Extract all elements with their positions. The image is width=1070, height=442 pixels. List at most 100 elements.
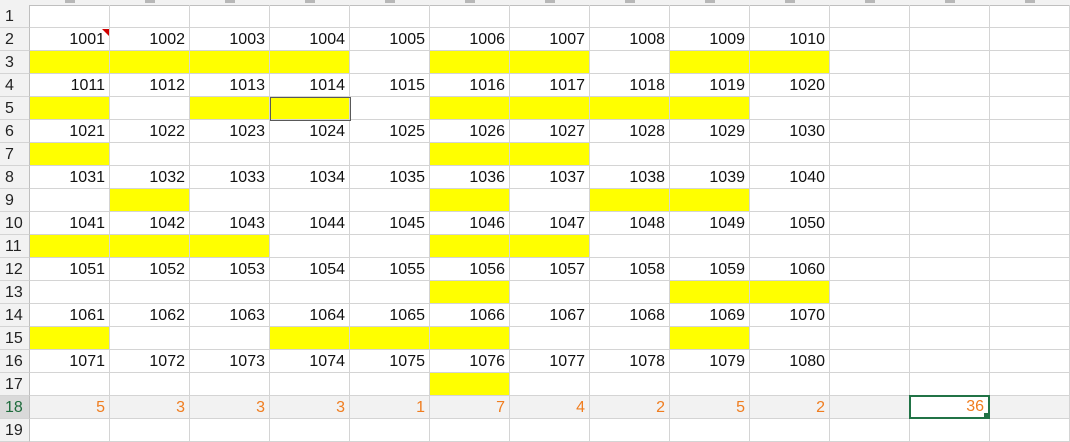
cell[interactable]: [910, 74, 990, 97]
number-cell[interactable]: 1032: [110, 166, 190, 189]
marker-cell[interactable]: [430, 373, 510, 396]
number-cell[interactable]: 1048: [590, 212, 670, 235]
number-cell[interactable]: 1056: [430, 258, 510, 281]
marker-cell[interactable]: [110, 235, 190, 258]
marker-cell[interactable]: [30, 327, 110, 350]
number-cell[interactable]: 1033: [190, 166, 270, 189]
number-cell[interactable]: 1009: [670, 28, 750, 51]
number-cell[interactable]: 1044: [270, 212, 350, 235]
cell[interactable]: [670, 5, 750, 28]
row-header[interactable]: 3: [0, 51, 30, 74]
marker-cell[interactable]: [430, 97, 510, 120]
marker-cell[interactable]: [270, 235, 350, 258]
number-cell[interactable]: 1078: [590, 350, 670, 373]
marker-cell[interactable]: [590, 189, 670, 212]
marker-cell[interactable]: [670, 189, 750, 212]
number-cell[interactable]: 1058: [590, 258, 670, 281]
marker-cell[interactable]: [190, 97, 270, 120]
cell[interactable]: [990, 258, 1070, 281]
number-cell[interactable]: 1035: [350, 166, 430, 189]
marker-cell[interactable]: [30, 235, 110, 258]
cell[interactable]: [830, 350, 910, 373]
column-header-fragment[interactable]: [225, 0, 235, 3]
marker-cell[interactable]: [590, 97, 670, 120]
row-header[interactable]: 1: [0, 5, 30, 28]
cell[interactable]: [910, 143, 990, 166]
cell[interactable]: [990, 373, 1070, 396]
row-header[interactable]: 18: [0, 396, 30, 419]
cell[interactable]: [910, 120, 990, 143]
number-cell[interactable]: 1063: [190, 304, 270, 327]
marker-cell[interactable]: [270, 373, 350, 396]
number-cell[interactable]: 1008: [590, 28, 670, 51]
marker-cell[interactable]: [190, 51, 270, 74]
column-header-fragment[interactable]: [785, 0, 795, 3]
number-cell[interactable]: 1017: [510, 74, 590, 97]
cell[interactable]: [270, 419, 350, 442]
row-header[interactable]: 8: [0, 166, 30, 189]
number-cell[interactable]: 1040: [750, 166, 830, 189]
number-cell[interactable]: 1022: [110, 120, 190, 143]
cell[interactable]: [350, 419, 430, 442]
number-cell[interactable]: 1016: [430, 74, 510, 97]
marker-cell[interactable]: [110, 373, 190, 396]
row-header[interactable]: 17: [0, 373, 30, 396]
number-cell[interactable]: 1014: [270, 74, 350, 97]
column-header-fragment[interactable]: [465, 0, 475, 3]
number-cell[interactable]: 1007: [510, 28, 590, 51]
count-cell[interactable]: 3: [190, 396, 270, 419]
marker-cell[interactable]: [190, 373, 270, 396]
marker-cell[interactable]: [750, 51, 830, 74]
marker-cell[interactable]: [190, 327, 270, 350]
marker-cell[interactable]: [510, 373, 590, 396]
row-header[interactable]: 7: [0, 143, 30, 166]
cell[interactable]: [910, 373, 990, 396]
count-cell[interactable]: 1: [350, 396, 430, 419]
cell[interactable]: [830, 28, 910, 51]
count-cell[interactable]: 4: [510, 396, 590, 419]
row-header[interactable]: 16: [0, 350, 30, 373]
cell[interactable]: [830, 327, 910, 350]
number-cell[interactable]: 1053: [190, 258, 270, 281]
number-cell[interactable]: 1027: [510, 120, 590, 143]
cell[interactable]: [110, 5, 190, 28]
column-header-fragment[interactable]: [65, 0, 75, 3]
cell[interactable]: [910, 51, 990, 74]
number-cell[interactable]: 1065: [350, 304, 430, 327]
number-cell[interactable]: 1068: [590, 304, 670, 327]
number-cell[interactable]: 1061: [30, 304, 110, 327]
marker-cell[interactable]: [590, 51, 670, 74]
row-header[interactable]: 6: [0, 120, 30, 143]
cell[interactable]: [990, 419, 1070, 442]
count-cell[interactable]: 5: [670, 396, 750, 419]
marker-cell[interactable]: [750, 97, 830, 120]
marker-cell[interactable]: [350, 235, 430, 258]
cell[interactable]: [910, 235, 990, 258]
column-header-fragment[interactable]: [865, 0, 875, 3]
cell[interactable]: [830, 281, 910, 304]
cell[interactable]: [30, 5, 110, 28]
marker-cell[interactable]: [750, 143, 830, 166]
fill-handle[interactable]: [983, 412, 988, 417]
marker-cell[interactable]: [670, 235, 750, 258]
marker-cell[interactable]: [350, 327, 430, 350]
cell[interactable]: [830, 212, 910, 235]
cell[interactable]: [830, 304, 910, 327]
cell[interactable]: [190, 419, 270, 442]
cell[interactable]: [830, 396, 910, 419]
number-cell[interactable]: 1034: [270, 166, 350, 189]
comment-indicator-icon[interactable]: [102, 29, 109, 36]
number-cell[interactable]: 1037: [510, 166, 590, 189]
marker-cell[interactable]: [270, 143, 350, 166]
cell[interactable]: [510, 419, 590, 442]
number-cell[interactable]: 1076: [430, 350, 510, 373]
cell[interactable]: [430, 5, 510, 28]
row-header[interactable]: 12: [0, 258, 30, 281]
marker-cell[interactable]: [510, 281, 590, 304]
number-cell[interactable]: 1003: [190, 28, 270, 51]
cell[interactable]: [910, 419, 990, 442]
marker-cell[interactable]: [670, 51, 750, 74]
cell[interactable]: [590, 419, 670, 442]
number-cell[interactable]: 1070: [750, 304, 830, 327]
